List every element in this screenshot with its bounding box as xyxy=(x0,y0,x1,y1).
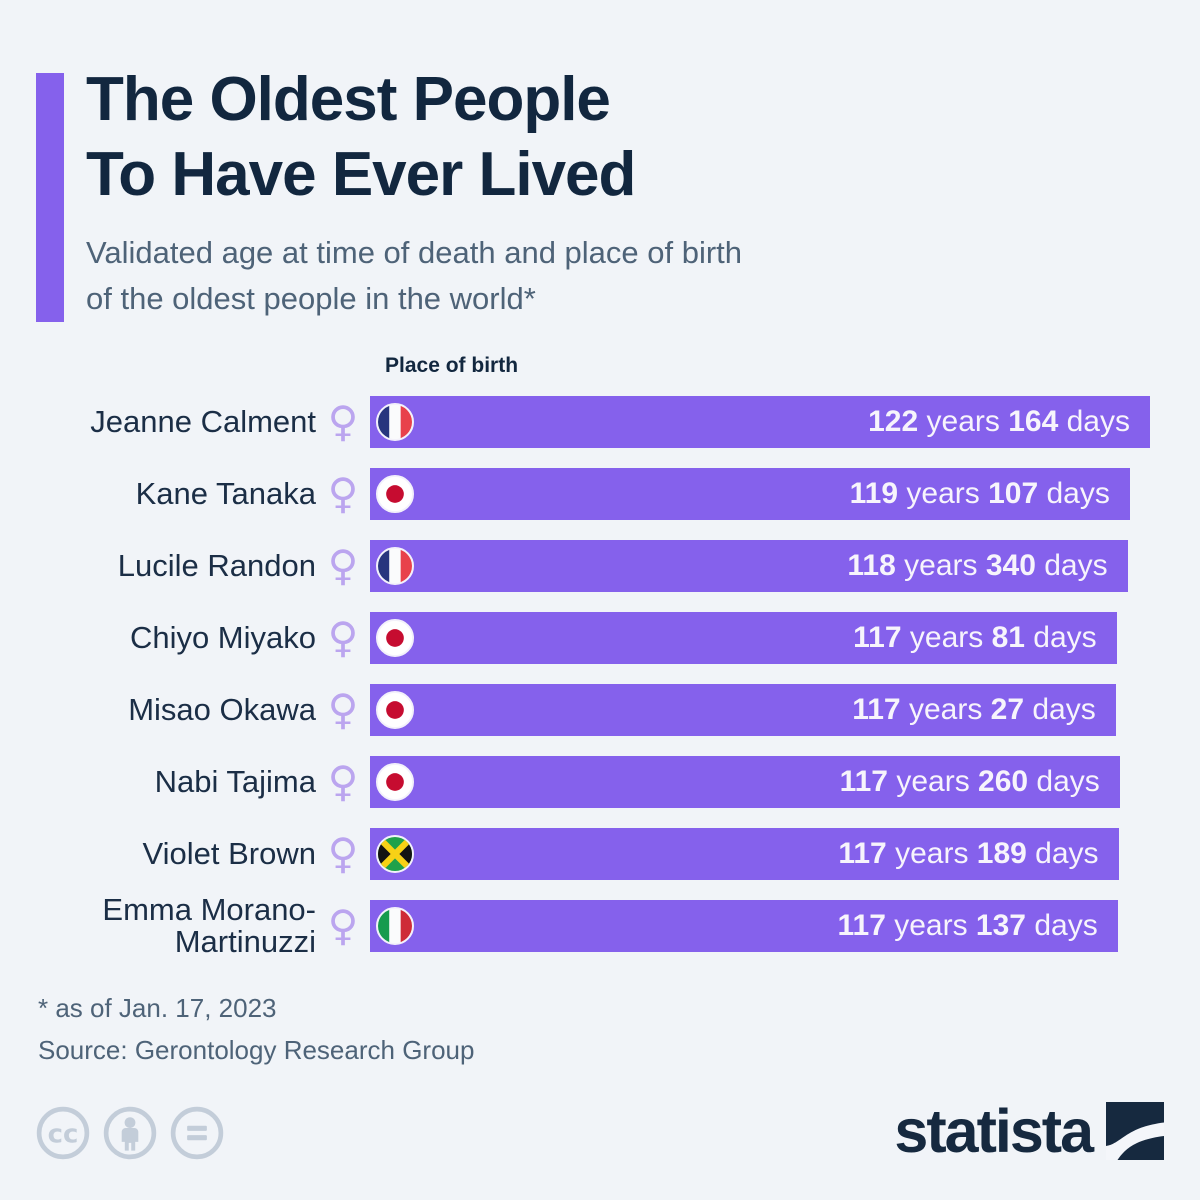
chart-rows: Jeanne Calment ♀ 122 years 164 days Kane Ta… xyxy=(36,396,1150,958)
person-name: Kane Tanaka xyxy=(135,476,316,511)
age-label: 122 years 164 days xyxy=(868,405,1130,438)
age-bar: 117 years 260 days xyxy=(370,756,1120,808)
license-icons: cc xyxy=(36,1106,224,1160)
age-bar: 118 years 340 days xyxy=(370,540,1128,592)
page-title: The Oldest People To Have Ever Lived xyxy=(86,62,636,212)
subtitle-line-1: Validated age at time of death and place… xyxy=(86,235,743,270)
age-label: 117 years 137 days xyxy=(837,909,1098,942)
cc-icon[interactable]: cc xyxy=(36,1106,90,1160)
female-symbol-icon: ♀ xyxy=(327,397,359,446)
chart-row: Violet Brown ♀ 117 years 189 days xyxy=(36,828,1150,880)
person-name: Jeanne Calment xyxy=(90,404,316,439)
japan-flag-icon xyxy=(376,619,414,657)
female-symbol-icon: ♀ xyxy=(327,469,359,518)
age-label: 117 years 189 days xyxy=(838,837,1099,870)
age-label: 117 years 27 days xyxy=(852,693,1096,726)
svg-text:cc: cc xyxy=(48,1119,79,1149)
person-name: Chiyo Miyako xyxy=(129,620,316,655)
female-symbol-icon: ♀ xyxy=(327,829,359,878)
person-name: Misao Okawa xyxy=(128,692,316,727)
statista-logo[interactable]: statista xyxy=(894,1096,1164,1166)
japan-flag-icon xyxy=(376,691,414,729)
chart-row: Nabi Tajima ♀ 117 years 260 days xyxy=(36,756,1150,808)
statista-wordmark: statista xyxy=(894,1097,1094,1165)
bar-track: 117 years 189 days xyxy=(370,828,1150,880)
chart-row: Emma Morano- Martinuzzi ♀ 117 years 137 day… xyxy=(36,894,1150,958)
female-symbol-icon: ♀ xyxy=(327,613,359,662)
age-label: 118 years 340 days xyxy=(847,549,1108,582)
bar-track: 117 years 27 days xyxy=(370,684,1150,736)
italy-flag-icon xyxy=(376,907,414,945)
title-line-1: The Oldest People xyxy=(86,65,611,134)
female-symbol-icon: ♀ xyxy=(327,541,359,590)
person-name: Emma Morano- Martinuzzi xyxy=(102,892,316,959)
age-bar: 117 years 27 days xyxy=(370,684,1116,736)
bar-track: 117 years 137 days xyxy=(370,900,1150,952)
subtitle-line-2: of the oldest people in the world* xyxy=(86,281,536,316)
bar-track: 122 years 164 days xyxy=(370,396,1150,448)
statista-logo-icon xyxy=(1106,1102,1164,1160)
jamaica-flag-icon xyxy=(376,835,414,873)
person-name: Violet Brown xyxy=(142,836,316,871)
age-bar: 117 years 137 days xyxy=(370,900,1118,952)
france-flag-icon xyxy=(376,547,414,585)
title-accent-bar xyxy=(36,73,64,322)
chart-row: Chiyo Miyako ♀ 117 years 81 days xyxy=(36,612,1150,664)
attribution-icon[interactable] xyxy=(103,1106,157,1160)
chart-row: Jeanne Calment ♀ 122 years 164 days xyxy=(36,396,1150,448)
no-derivatives-icon[interactable] xyxy=(170,1106,224,1160)
bar-track: 117 years 81 days xyxy=(370,612,1150,664)
chart-row: Misao Okawa ♀ 117 years 27 days xyxy=(36,684,1150,736)
female-symbol-icon: ♀ xyxy=(327,757,359,806)
footnote: * as of Jan. 17, 2023 xyxy=(38,993,277,1023)
age-label: 117 years 81 days xyxy=(853,621,1097,654)
person-name: Lucile Randon xyxy=(117,548,316,583)
japan-flag-icon xyxy=(376,475,414,513)
age-label: 117 years 260 days xyxy=(839,765,1100,798)
bar-chart: Place of birth Jeanne Calment ♀ 122 years … xyxy=(36,354,1150,972)
female-symbol-icon: ♀ xyxy=(327,685,359,734)
age-bar: 117 years 189 days xyxy=(370,828,1119,880)
person-name: Nabi Tajima xyxy=(154,764,316,799)
title-line-2: To Have Ever Lived xyxy=(86,140,636,209)
source-line: Source: Gerontology Research Group xyxy=(38,1035,475,1065)
age-bar: 122 years 164 days xyxy=(370,396,1150,448)
france-flag-icon xyxy=(376,403,414,441)
bar-track: 117 years 260 days xyxy=(370,756,1150,808)
chart-row: Lucile Randon ♀ 118 years 340 days xyxy=(36,540,1150,592)
age-bar: 117 years 81 days xyxy=(370,612,1117,664)
column-header-place-of-birth: Place of birth xyxy=(385,354,519,377)
age-label: 119 years 107 days xyxy=(849,477,1110,510)
japan-flag-icon xyxy=(376,763,414,801)
bar-track: 118 years 340 days xyxy=(370,540,1150,592)
bar-track: 119 years 107 days xyxy=(370,468,1150,520)
age-bar: 119 years 107 days xyxy=(370,468,1130,520)
subtitle: Validated age at time of death and place… xyxy=(86,230,742,322)
chart-row: Kane Tanaka ♀ 119 years 107 days xyxy=(36,468,1150,520)
female-symbol-icon: ♀ xyxy=(327,901,359,950)
